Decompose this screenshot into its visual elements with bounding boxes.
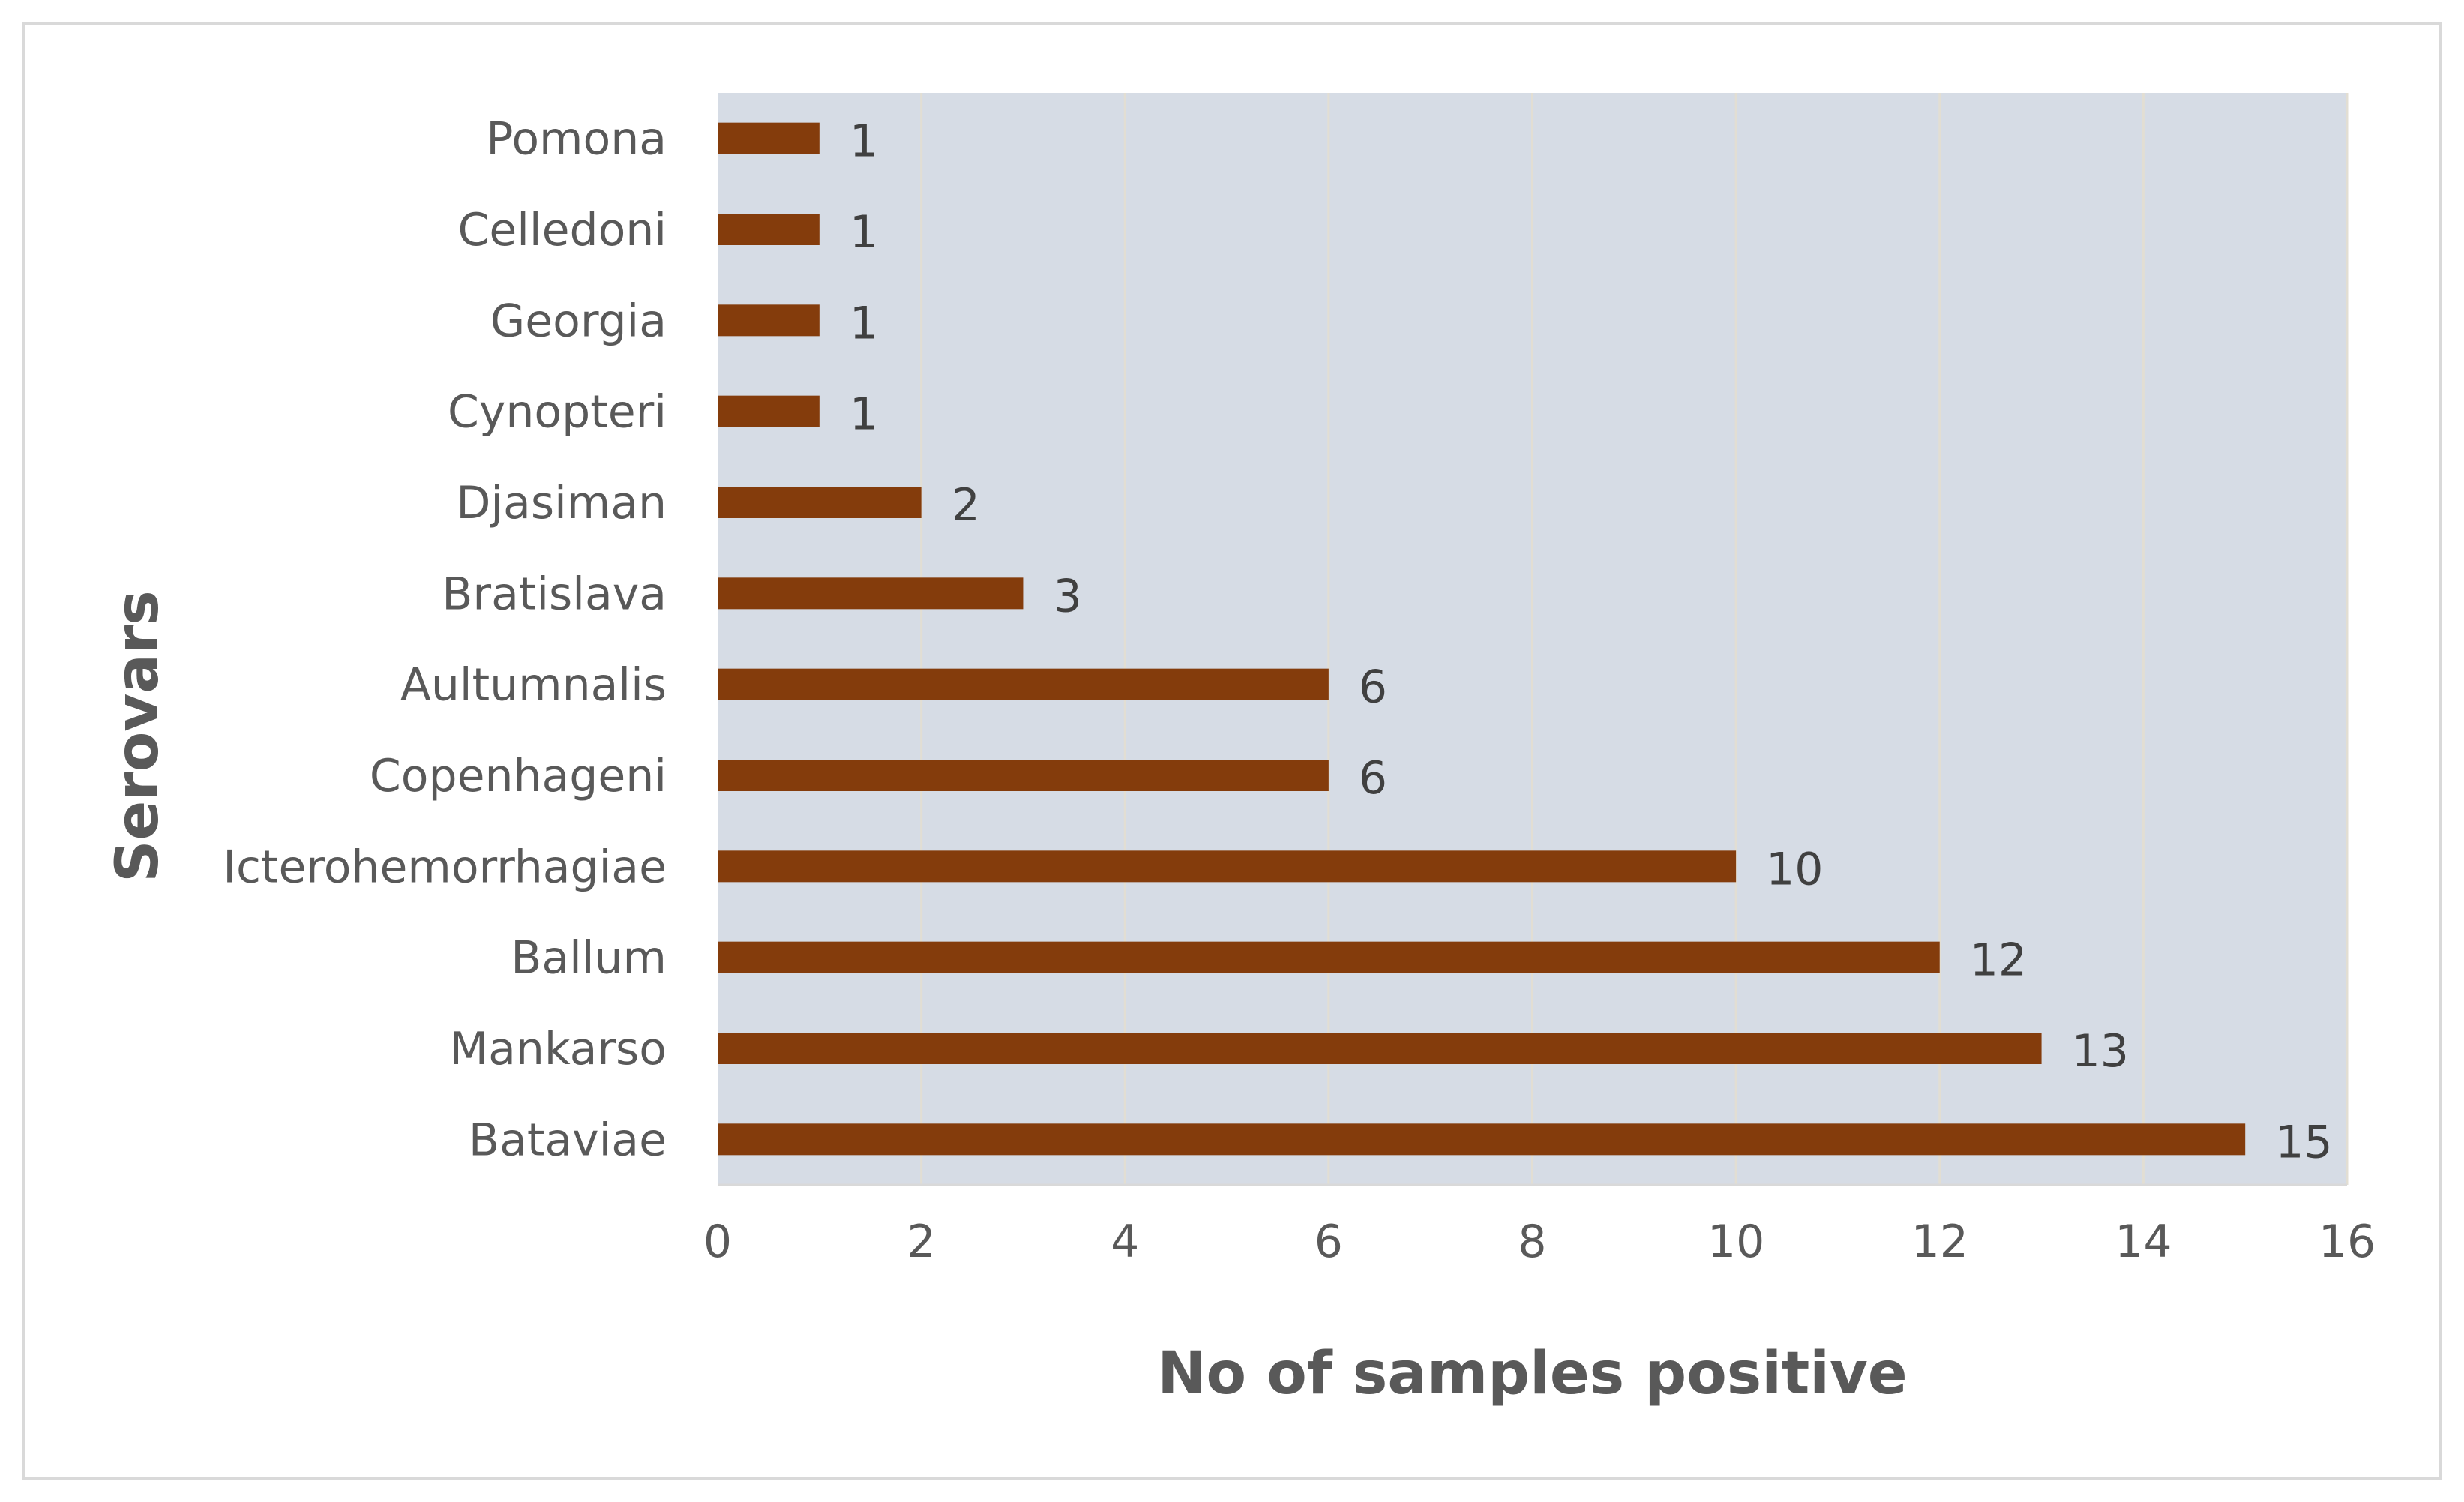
category-label: Aultumnalis [400, 659, 667, 712]
bar-djasiman [718, 487, 922, 518]
x-tick-label: 6 [1314, 1216, 1343, 1268]
bar-bratislava [718, 577, 1024, 610]
category-label: Celledoni [457, 204, 667, 256]
category-label: Copenhageni [370, 750, 667, 802]
category-labels: Bataviae Mankarso Ballum Icterohemorrhagiae… [223, 113, 667, 1167]
gridlines [920, 93, 2349, 1185]
value-label: 6 [1359, 752, 1387, 805]
x-tick-label: 16 [2319, 1216, 2376, 1268]
x-tick-label: 2 [907, 1216, 936, 1268]
category-label: Icterohemorrhagiae [223, 841, 667, 893]
x-tick-labels: 0 2 4 6 8 10 12 14 16 [703, 1216, 2376, 1268]
value-labels: 15 13 12 10 6 6 3 2 1 1 1 1 [850, 115, 2333, 1169]
value-label: 1 [850, 115, 878, 168]
x-tick-label: 8 [1518, 1216, 1546, 1268]
value-label: 1 [850, 297, 878, 349]
x-tick-label: 4 [1111, 1216, 1139, 1268]
x-tick-label: 10 [1707, 1216, 1764, 1268]
category-label: Bataviae [469, 1114, 667, 1166]
x-tick-label: 14 [2115, 1216, 2172, 1268]
value-label: 1 [850, 388, 878, 441]
bar-icterohemorrhagiae [718, 850, 1737, 883]
category-label: Bratislava [442, 568, 667, 620]
bar-georgia [718, 304, 820, 337]
value-label: 2 [952, 479, 980, 532]
value-label: 15 [2275, 1116, 2332, 1168]
bar-copenhageni [718, 760, 1329, 791]
bar-cynopteri [718, 395, 820, 427]
category-label: Pomona [486, 113, 667, 166]
value-label: 12 [1970, 934, 2027, 987]
category-label: Djasiman [456, 477, 667, 529]
x-tick-label: 12 [1911, 1216, 1968, 1268]
category-label: Cynopteri [448, 386, 667, 439]
category-label: Georgia [490, 295, 667, 347]
bar-ballum [718, 941, 1940, 973]
value-label: 1 [850, 206, 878, 259]
y-axis-title: Serovars [104, 590, 172, 883]
bar-mankarso [718, 1033, 2042, 1064]
bar-celledoni [718, 214, 820, 245]
value-label: 13 [2072, 1025, 2129, 1078]
x-axis-title: No of samples positive [1157, 1340, 1907, 1408]
bar-pomona [718, 122, 820, 154]
bars [718, 122, 2246, 1156]
bar-bataviae [718, 1123, 2246, 1156]
x-tick-label: 0 [703, 1216, 732, 1268]
category-label: Mankarso [449, 1023, 667, 1075]
value-label: 6 [1359, 661, 1387, 714]
bar-aultumnalis [718, 668, 1329, 700]
value-label: 3 [1053, 570, 1081, 622]
value-label: 10 [1766, 843, 1823, 895]
category-label: Ballum [511, 932, 667, 985]
